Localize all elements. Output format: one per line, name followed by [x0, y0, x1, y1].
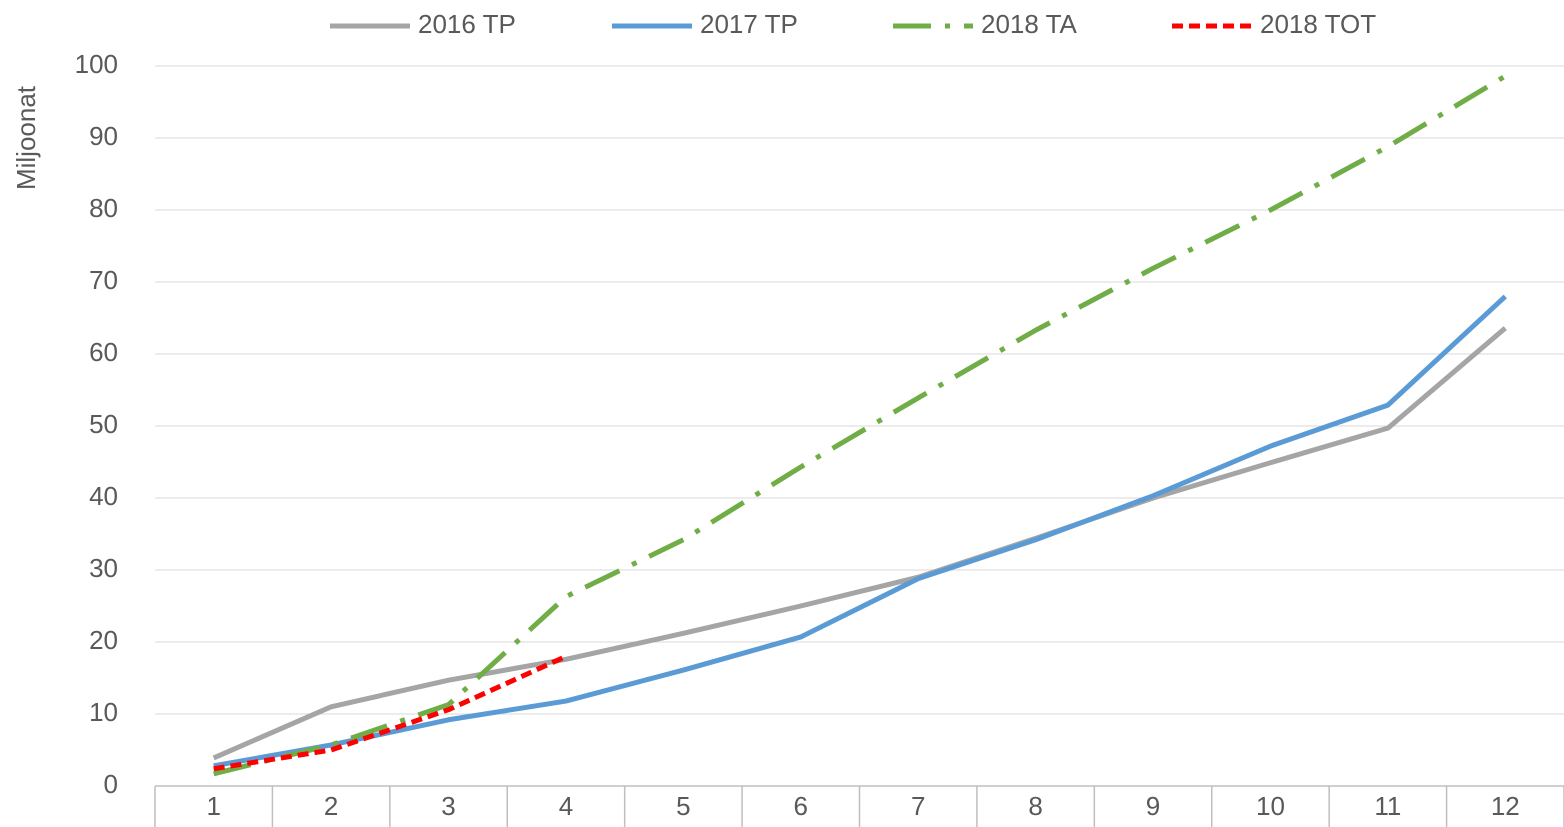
y-tick-label: 20: [89, 625, 118, 655]
legend-label: 2018 TA: [981, 9, 1078, 39]
y-tick-label: 30: [89, 553, 118, 583]
y-tick-label: 40: [89, 481, 118, 511]
x-tick-label: 4: [559, 791, 573, 821]
y-tick-label: 60: [89, 337, 118, 367]
x-tick-label: 9: [1146, 791, 1160, 821]
y-tick-label: 90: [89, 121, 118, 151]
y-tick-label: 10: [89, 697, 118, 727]
legend-label: 2017 TP: [700, 9, 798, 39]
x-tick-label: 10: [1256, 791, 1285, 821]
x-tick-label: 2: [324, 791, 338, 821]
y-tick-label: 50: [89, 409, 118, 439]
legend-label: 2016 TP: [418, 9, 516, 39]
series-line: [213, 654, 567, 772]
x-tick-label: 5: [676, 791, 690, 821]
y-tick-label: 100: [75, 49, 118, 79]
x-tick-label: 11: [1374, 791, 1401, 821]
y-axis-label: Miljoonat: [11, 85, 41, 190]
x-tick-label: 12: [1491, 791, 1520, 821]
x-tick-label: 7: [911, 791, 925, 821]
x-tick-label: 3: [441, 791, 455, 821]
legend-label: 2018 TOT: [1260, 9, 1376, 39]
x-tick-label: 6: [794, 791, 808, 821]
x-tick-label: 8: [1028, 791, 1042, 821]
series-line: [213, 294, 1507, 769]
y-tick-label: 70: [89, 265, 118, 295]
y-tick-label: 80: [89, 193, 118, 223]
series-line: [213, 73, 1507, 777]
x-tick-label: 1: [206, 791, 220, 821]
y-tick-label: 0: [104, 769, 118, 799]
series-line: [212, 326, 1507, 761]
